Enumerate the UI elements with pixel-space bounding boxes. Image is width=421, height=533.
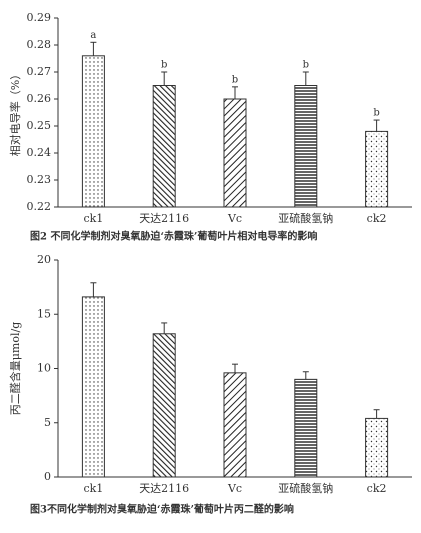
x-tick-label: ck1: [83, 212, 103, 225]
significance-letter: b: [161, 60, 167, 71]
y-tick-label: 0.28: [27, 38, 52, 51]
x-tick-label: ck2: [367, 212, 387, 225]
significance-letter: a: [90, 30, 96, 41]
x-tick-label: ck1: [83, 482, 103, 495]
y-tick-label: 0.29: [27, 11, 52, 24]
x-tick-label: 天达2116: [139, 212, 189, 225]
y-tick-label: 10: [37, 362, 51, 375]
y-tick-label: 15: [37, 307, 51, 320]
y-tick-label: 0.24: [27, 146, 52, 159]
x-tick-label: 亚硫酸氢钠: [278, 211, 333, 225]
x-tick-label: 天达2116: [139, 482, 189, 495]
bar: [365, 130, 389, 208]
y-tick-label: 0.26: [27, 92, 52, 105]
significance-letter: b: [373, 108, 379, 119]
bar: [365, 417, 389, 478]
significance-letter: b: [303, 60, 309, 71]
y-tick-label: 20: [37, 253, 51, 266]
y-tick-label: 0: [44, 470, 51, 483]
bar: [81, 55, 105, 208]
x-tick-label: Vc: [227, 482, 242, 495]
y-tick-label: 0.25: [27, 119, 52, 132]
y-tick-label: 0.22: [27, 200, 52, 213]
bar: [81, 296, 105, 478]
bar: [223, 98, 247, 208]
y-axis-label: 丙二醛含量μmol/g: [8, 322, 22, 415]
y-tick-label: 0.23: [27, 173, 52, 186]
bar: [152, 85, 176, 208]
significance-letter: b: [232, 74, 238, 85]
x-tick-label: Vc: [227, 212, 242, 225]
y-axis-label: 相对电导率（%）: [8, 69, 22, 156]
bar: [294, 378, 318, 478]
x-tick-label: ck2: [367, 482, 387, 495]
x-tick-label: 亚硫酸氢钠: [278, 481, 333, 495]
caption: 图3不同化学制剂对臭氧胁迫‘赤霞珠’葡萄叶片丙二醛的影响: [30, 503, 294, 516]
bar: [294, 85, 318, 208]
y-tick-label: 0.27: [27, 65, 52, 78]
caption: 图2 不同化学制剂对臭氧胁迫‘赤霞珠’葡萄叶片相对电导率的影响: [30, 230, 317, 243]
bar: [152, 333, 176, 478]
bar: [223, 372, 247, 478]
y-tick-label: 5: [44, 416, 51, 429]
